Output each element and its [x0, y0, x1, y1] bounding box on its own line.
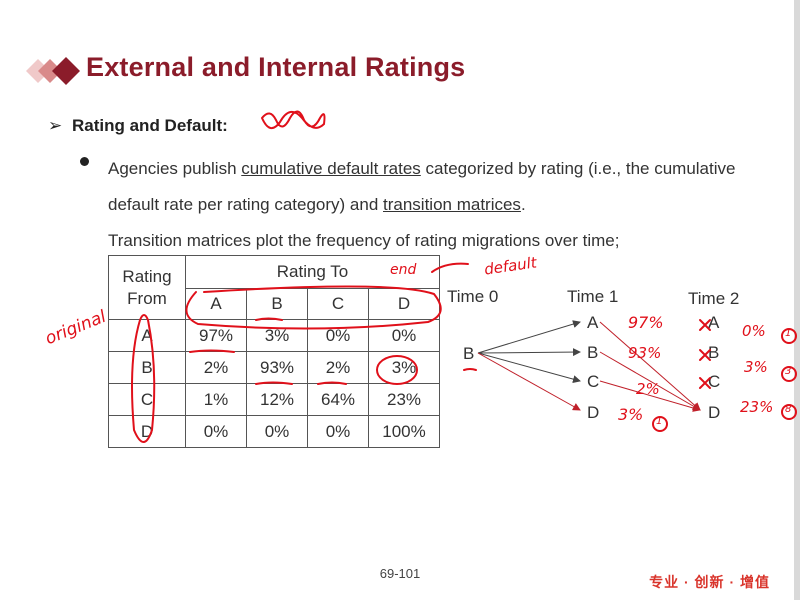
column-header-c: C — [307, 288, 369, 320]
table-row: A 97% 3% 0% 0% — [108, 319, 440, 352]
ink-p1: 97% — [628, 313, 664, 332]
node-t1-a: A — [587, 313, 599, 332]
bullet-intro-text: Agencies publish — [108, 159, 242, 178]
table-row: B 2% 93% 2% 3% — [108, 351, 440, 384]
row-header-c: C — [108, 383, 186, 416]
bullet-mid-text: categorized by rating (i.e., the cumulat… — [108, 159, 736, 214]
node-t1-c: C — [587, 372, 600, 391]
bullet-line-three: Transition matrices plot the frequency o… — [108, 231, 620, 250]
column-header-b: B — [246, 288, 308, 320]
rating-to-header: Rating To — [185, 255, 440, 289]
node-t1-d: D — [587, 403, 600, 422]
ink-original: original — [42, 306, 109, 350]
bullet-dot-icon — [80, 157, 89, 166]
table-cell: 97% — [185, 319, 247, 352]
row-header-d: D — [108, 415, 186, 448]
footer-slogan: 专业 · 创新 · 增值 — [649, 574, 770, 590]
right-edge-bar — [794, 0, 800, 600]
bullet-end-text: . — [520, 195, 526, 214]
table-cell: 23% — [368, 383, 440, 416]
arrow-bullet-icon: ➢ — [48, 116, 63, 135]
node-t2-a: A — [708, 313, 720, 332]
section-heading-text: Rating and Default: — [72, 116, 228, 135]
ink-r2-mark: 3 — [785, 366, 792, 377]
ink-p4-mark: 1 — [656, 416, 663, 427]
page-number: 69-101 — [379, 566, 421, 581]
table-cell: 0% — [185, 415, 247, 448]
row-header-a: A — [108, 319, 186, 352]
term-transition-matrices: transition matrices — [383, 195, 521, 214]
ink-p3: 2% — [636, 380, 660, 398]
diamond-logo-icon — [26, 57, 80, 85]
table-cell: 0% — [307, 415, 369, 448]
table-cell: 93% — [246, 351, 308, 384]
ink-p2: 93% — [628, 344, 662, 362]
node-t2-c: C — [708, 372, 721, 391]
table-cell: 64% — [307, 383, 369, 416]
table-cell: 0% — [368, 319, 440, 352]
term-cumulative-default-rates: cumulative default rates — [241, 159, 421, 178]
table-row: C 1% 12% 64% 23% — [108, 383, 440, 416]
time-1-label: Time 1 — [567, 287, 619, 306]
ink-r2: 3% — [744, 358, 768, 376]
ink-r1: 0% — [742, 322, 766, 340]
transition-matrix-table: Rating From Rating To A B C D A 97% 3% 0… — [108, 255, 440, 448]
table-cell: 3% — [368, 351, 440, 384]
table-cell: 100% — [368, 415, 440, 448]
ink-end: end — [390, 262, 417, 278]
ink-p4: 3% — [618, 405, 644, 424]
table-cell: 1% — [185, 383, 247, 416]
node-t2-b: B — [708, 343, 720, 362]
time-2-label: Time 2 — [688, 289, 740, 308]
corner-label-from: From — [127, 288, 167, 308]
table-cell: 12% — [246, 383, 308, 416]
node-t1-b: B — [587, 343, 599, 362]
ink-r3-mark: 8 — [785, 404, 792, 415]
column-header-a: A — [185, 288, 247, 320]
matrix-corner-label: Rating From — [108, 255, 186, 320]
ink-r3: 23% — [740, 398, 774, 416]
table-cell: 0% — [307, 319, 369, 352]
section-heading: ➢ Rating and Default: — [48, 116, 228, 136]
table-cell: 2% — [307, 351, 369, 384]
time-0-label: Time 0 — [447, 287, 499, 306]
node-t2-d: D — [708, 403, 721, 422]
table-row: D 0% 0% 0% 100% — [108, 415, 440, 448]
node-start-b: B — [463, 344, 475, 363]
table-cell: 0% — [246, 415, 308, 448]
row-header-b: B — [108, 351, 186, 384]
column-header-d: D — [368, 288, 440, 320]
ink-r1-mark: 1 — [785, 328, 792, 339]
bullet-paragraph: Agencies publish cumulative default rate… — [108, 151, 748, 259]
tree-arrows — [477, 320, 701, 412]
table-cell: 2% — [185, 351, 247, 384]
slide-title: External and Internal Ratings — [86, 52, 466, 82]
corner-label-rating: Rating — [122, 266, 172, 286]
table-cell: 3% — [246, 319, 308, 352]
